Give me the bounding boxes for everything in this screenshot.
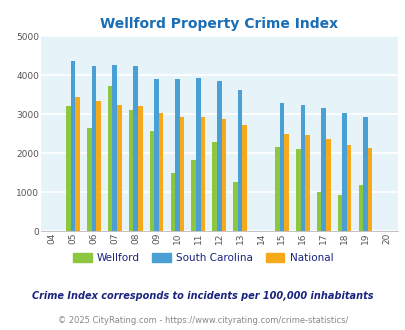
Bar [175, 79, 179, 231]
Bar [158, 113, 163, 231]
Bar [133, 66, 138, 231]
Bar [237, 90, 242, 231]
Bar [341, 113, 346, 231]
Bar [70, 61, 75, 231]
Bar [212, 142, 216, 231]
Bar [221, 119, 226, 231]
Bar [242, 125, 246, 231]
Bar [96, 101, 100, 231]
Bar [75, 97, 80, 231]
Bar [87, 128, 92, 231]
Bar [358, 185, 362, 231]
Bar [154, 79, 158, 231]
Bar [337, 195, 341, 231]
Bar [300, 105, 305, 231]
Title: Wellford Property Crime Index: Wellford Property Crime Index [100, 17, 337, 31]
Bar [274, 147, 279, 231]
Bar [179, 116, 184, 231]
Bar [284, 134, 288, 231]
Bar [66, 106, 70, 231]
Legend: Wellford, South Carolina, National: Wellford, South Carolina, National [68, 248, 337, 267]
Bar [191, 160, 196, 231]
Bar [117, 105, 121, 231]
Bar [112, 65, 117, 231]
Bar [232, 182, 237, 231]
Bar [279, 103, 283, 231]
Bar [92, 66, 96, 231]
Bar [346, 145, 351, 231]
Bar [216, 82, 221, 231]
Bar [196, 78, 200, 231]
Bar [325, 139, 330, 231]
Bar [108, 86, 112, 231]
Bar [138, 106, 142, 231]
Bar [321, 108, 325, 231]
Text: © 2025 CityRating.com - https://www.cityrating.com/crime-statistics/: © 2025 CityRating.com - https://www.city… [58, 316, 347, 325]
Bar [367, 148, 371, 231]
Bar [128, 110, 133, 231]
Bar [149, 131, 154, 231]
Bar [200, 117, 205, 231]
Bar [316, 192, 321, 231]
Bar [362, 116, 367, 231]
Bar [295, 149, 300, 231]
Text: Crime Index corresponds to incidents per 100,000 inhabitants: Crime Index corresponds to incidents per… [32, 291, 373, 301]
Bar [305, 135, 309, 231]
Bar [170, 173, 175, 231]
